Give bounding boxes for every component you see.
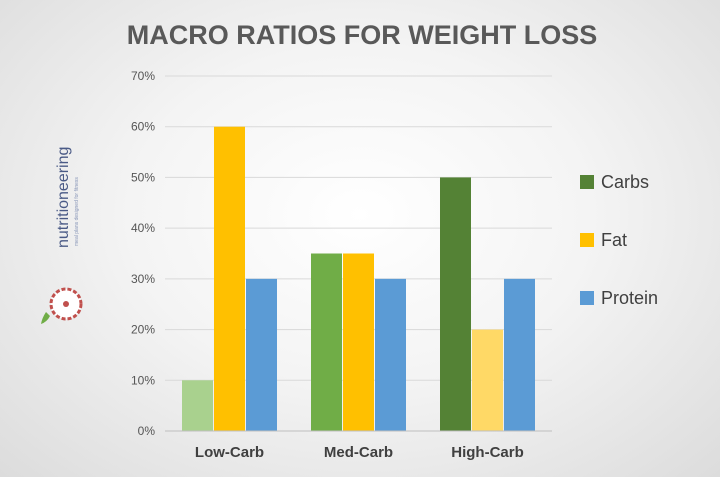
legend-label-fat: Fat (601, 230, 627, 250)
bars (182, 126, 535, 431)
bar-carbs-high-carb (440, 177, 471, 431)
x-axis-categories: Low-Carb Med-Carb High-Carb (195, 444, 524, 461)
x-category-label: High-Carb (451, 444, 524, 461)
bar-carbs-low-carb (182, 380, 213, 431)
x-category-label: Low-Carb (195, 444, 264, 461)
y-tick-label: 50% (131, 170, 155, 184)
bar-protein-high-carb (504, 278, 535, 431)
chart-title: MACRO RATIOS FOR WEIGHT LOSS (127, 20, 597, 50)
legend-swatch-carbs (580, 175, 594, 189)
bar-fat-low-carb (214, 126, 245, 431)
legend-swatch-protein (580, 291, 594, 305)
legend-swatch-fat (580, 233, 594, 247)
y-tick-label: 70% (131, 69, 155, 83)
legend-label-carbs: Carbs (601, 172, 649, 192)
bar-fat-med-carb (343, 253, 374, 431)
brand-emblem-icon (41, 287, 83, 324)
y-tick-label: 60% (131, 120, 155, 134)
bar-protein-med-carb (375, 278, 406, 431)
legend-label-protein: Protein (601, 288, 658, 308)
y-tick-label: 30% (131, 272, 155, 286)
bar-fat-high-carb (472, 329, 503, 431)
brand-tagline: meal plans designed for fitness (74, 177, 80, 246)
bar-carbs-med-carb (311, 253, 342, 431)
y-tick-label: 20% (131, 323, 155, 337)
bar-protein-low-carb (246, 278, 277, 431)
brand-logo: nutritioneering meal plans designed for … (41, 147, 83, 324)
legend: Carbs Fat Protein (580, 172, 658, 308)
brand-name: nutritioneering (55, 147, 72, 248)
y-axis-ticks: 0% 10% 20% 30% 40% 50% 60% 70% (131, 69, 155, 438)
y-tick-label: 10% (131, 373, 155, 387)
x-category-label: Med-Carb (324, 444, 393, 461)
y-tick-label: 0% (138, 424, 156, 438)
y-tick-label: 40% (131, 221, 155, 235)
